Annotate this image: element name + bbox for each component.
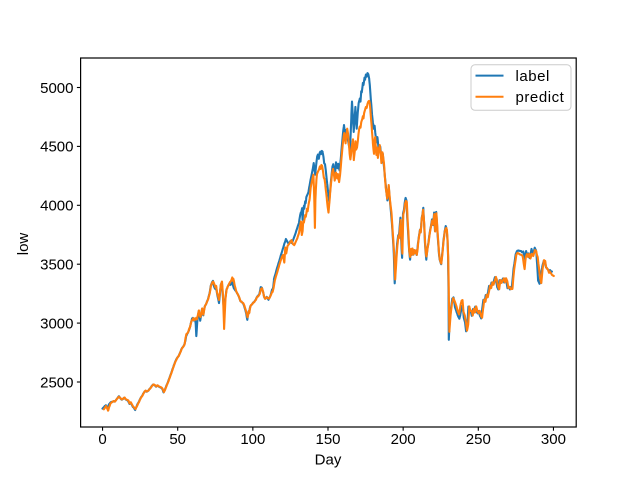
svg-text:300: 300	[541, 431, 566, 448]
svg-text:4000: 4000	[40, 198, 73, 215]
svg-text:100: 100	[240, 431, 265, 448]
svg-text:3000: 3000	[40, 315, 73, 332]
svg-text:0: 0	[98, 431, 106, 448]
svg-text:5000: 5000	[40, 80, 73, 97]
svg-text:low: low	[15, 233, 32, 256]
svg-text:200: 200	[391, 431, 416, 448]
svg-text:250: 250	[466, 431, 491, 448]
svg-text:50: 50	[169, 431, 186, 448]
svg-text:2500: 2500	[40, 374, 73, 391]
svg-text:3500: 3500	[40, 257, 73, 274]
svg-text:predict: predict	[516, 89, 565, 106]
svg-text:150: 150	[315, 431, 340, 448]
svg-text:label: label	[516, 68, 550, 85]
svg-text:Day: Day	[315, 452, 342, 469]
svg-text:4500: 4500	[40, 139, 73, 156]
